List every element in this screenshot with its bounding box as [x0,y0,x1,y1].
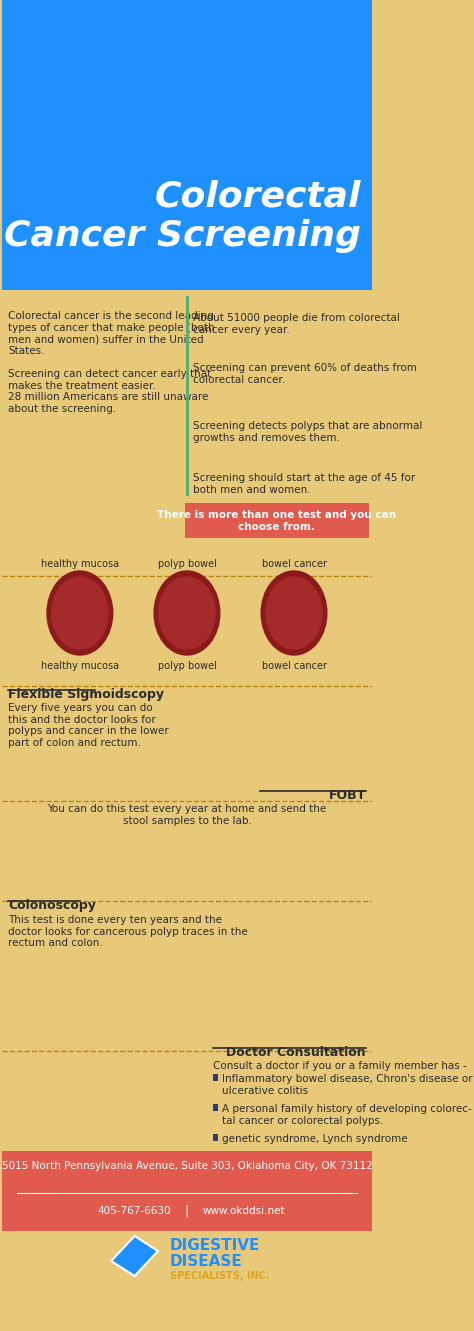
FancyBboxPatch shape [213,1134,218,1141]
Text: A personal family history of developing colorec-
tal cancer or colorectal polyps: A personal family history of developing … [222,1103,472,1126]
Text: DIGESTIVE: DIGESTIVE [170,1239,260,1254]
Text: |: | [185,1205,189,1218]
FancyBboxPatch shape [185,503,369,538]
Circle shape [266,578,322,650]
Text: Flexible Sigmoidscopy: Flexible Sigmoidscopy [8,688,164,701]
Text: There is more than one test and you can
choose from.: There is more than one test and you can … [157,510,396,532]
Polygon shape [111,1236,158,1276]
Text: Colorectal cancer is the second leading
types of cancer that make people (both
m: Colorectal cancer is the second leading … [8,311,215,414]
Circle shape [159,578,215,650]
Circle shape [47,571,113,655]
Circle shape [261,571,327,655]
Text: healthy mucosa: healthy mucosa [41,662,119,671]
FancyBboxPatch shape [213,1074,218,1081]
Text: Screening should start at the age of 45 for
both men and women.: Screening should start at the age of 45 … [193,473,415,495]
Text: You can do this test every year at home and send the
stool samples to the lab.: You can do this test every year at home … [47,804,327,825]
Text: Doctor Consultation: Doctor Consultation [226,1046,366,1059]
Text: This test is done every ten years and the
doctor looks for cancerous polyp trace: This test is done every ten years and th… [8,914,248,948]
Text: FOBT: FOBT [328,789,366,803]
Text: Colonoscopy: Colonoscopy [8,898,96,912]
Circle shape [52,578,108,650]
Text: SPECIALISTS, INC.: SPECIALISTS, INC. [170,1271,269,1280]
Text: Colorectal
Cancer Screening: Colorectal Cancer Screening [4,180,361,253]
Text: About 51000 people die from colorectal
cancer every year.: About 51000 people die from colorectal c… [193,313,400,334]
Text: genetic syndrome, Lynch syndrome: genetic syndrome, Lynch syndrome [222,1134,408,1145]
FancyBboxPatch shape [2,0,372,290]
FancyBboxPatch shape [213,1103,218,1111]
Text: Inflammatory bowel disease, Chron's disease or
ulcerative colitis: Inflammatory bowel disease, Chron's dise… [222,1074,473,1095]
Text: 5015 North Pennsylvania Avenue, Suite 303, Oklahoma City, OK 73112: 5015 North Pennsylvania Avenue, Suite 30… [1,1161,372,1171]
Text: healthy mucosa: healthy mucosa [41,559,119,568]
Text: Screening detects polyps that are abnormal
growths and removes them.: Screening detects polyps that are abnorm… [193,421,422,443]
Text: 405-767-6630: 405-767-6630 [98,1206,171,1217]
Text: www.okddsi.net: www.okddsi.net [203,1206,285,1217]
Text: Screening can prevent 60% of deaths from
colorectal cancer.: Screening can prevent 60% of deaths from… [193,363,417,385]
Text: DISEASE: DISEASE [170,1254,243,1268]
Circle shape [154,571,220,655]
Text: polyp bowel: polyp bowel [157,662,216,671]
Text: Every five years you can do
this and the doctor looks for
polyps and cancer in t: Every five years you can do this and the… [8,703,169,748]
Text: polyp bowel: polyp bowel [157,559,216,568]
Text: bowel cancer: bowel cancer [262,559,327,568]
FancyBboxPatch shape [186,295,189,496]
Text: bowel cancer: bowel cancer [262,662,327,671]
Text: Consult a doctor if you or a family member has -: Consult a doctor if you or a family memb… [213,1061,466,1071]
FancyBboxPatch shape [2,1151,372,1231]
